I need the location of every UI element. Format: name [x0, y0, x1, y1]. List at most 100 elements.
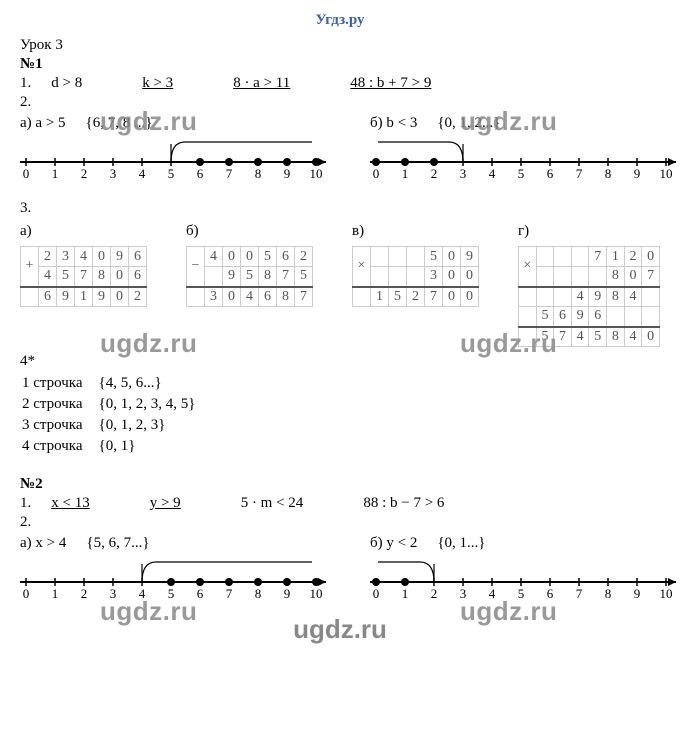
arith-cell: [571, 267, 589, 287]
arith-cell: 9: [223, 267, 241, 287]
arith-cell: 0: [93, 247, 111, 267]
tick-label: 5: [518, 586, 525, 602]
arith-cell: 7: [425, 287, 443, 307]
arith-cell: 0: [241, 247, 259, 267]
ex2-l2-right: б) y < 2 {0, 1...} 012345678910: [370, 535, 680, 602]
arith-cell: 5: [389, 287, 407, 307]
arith-cell: 4: [75, 247, 93, 267]
ex1-l3-num: 3.: [20, 200, 660, 217]
tick-label: 4: [139, 586, 146, 602]
arith-cell: 6: [277, 247, 295, 267]
ex1-l2-b-label: б) b < 3: [370, 115, 417, 132]
tick-label: 10: [660, 166, 673, 182]
arith-table: ×509300152700: [352, 246, 479, 307]
arith-cell: [624, 307, 642, 327]
arith-cell: [519, 307, 537, 327]
tick-label: 9: [284, 586, 291, 602]
arith-cell: [389, 267, 407, 287]
arith-cell: 9: [589, 287, 607, 307]
ex2-l2-b-set: {0, 1...}: [437, 535, 485, 552]
arith-cell: [536, 247, 554, 267]
arith-cell: 2: [407, 287, 425, 307]
tick-label: 2: [81, 166, 88, 182]
l4-r4-l: 4 строчка: [22, 437, 97, 456]
arith-cell: [407, 267, 425, 287]
ex2-l2-b-label: б) y < 2: [370, 535, 417, 552]
arith-cell: [536, 287, 554, 307]
arith-cell: 6: [259, 287, 277, 307]
l4-r4-s: {0, 1}: [99, 437, 210, 456]
arith-cell: 5: [425, 247, 443, 267]
tick-label: 7: [576, 166, 583, 182]
arith-cell: 5: [536, 327, 554, 347]
arith-cell: 8: [607, 327, 625, 347]
lesson-title: Урок 3: [20, 37, 660, 54]
arith-cell: [389, 247, 407, 267]
arith-table: −40056295875304687: [186, 246, 313, 307]
tick-label: 1: [52, 166, 59, 182]
arith-cell: 9: [57, 287, 75, 307]
arith-cell: [642, 307, 660, 327]
arith-cell: 0: [642, 247, 660, 267]
l4-r2-s: {0, 1, 2, 3, 4, 5}: [99, 395, 210, 414]
arith-cell: 3: [425, 267, 443, 287]
arith-cell: 4: [205, 247, 223, 267]
ex1-l2-a-set: {6, 7, 8 ...}: [86, 115, 153, 132]
tick-label: 4: [489, 586, 496, 602]
number-line-ex2-b: 012345678910: [370, 556, 680, 602]
tick-label: 10: [660, 586, 673, 602]
arith-cell: [407, 247, 425, 267]
ex1-l4: 4* 1 строчка{4, 5, 6...} 2 строчка{0, 1,…: [20, 353, 660, 458]
ex1-l2-b-set: {0, 1, 2...}: [437, 115, 500, 132]
ex1-l4-table: 1 строчка{4, 5, 6...} 2 строчка{0, 1, 2,…: [20, 372, 211, 458]
tick-label: 9: [284, 166, 291, 182]
ex1-l2-right: б) b < 3 {0, 1, 2...} 012345678910: [370, 115, 680, 182]
arith-subtraction: −40056295875304687: [186, 246, 328, 307]
arith-addition: +234096457806691902: [20, 246, 162, 307]
tick-label: 9: [634, 166, 641, 182]
arith-cell: 0: [111, 267, 129, 287]
arith-cell: [187, 287, 205, 307]
arith-cell: [554, 247, 572, 267]
arith-cell: 0: [461, 267, 479, 287]
arith-cell: 8: [277, 287, 295, 307]
table-row: 3 строчка{0, 1, 2, 3}: [22, 416, 209, 435]
tick-label: 0: [23, 586, 30, 602]
l4-r2-l: 2 строчка: [22, 395, 97, 414]
arith-cell: 8: [607, 267, 625, 287]
arith-cell: 0: [443, 247, 461, 267]
ex1-l3-labels: а) б) в) г): [20, 223, 660, 244]
arith-cell: 5: [57, 267, 75, 287]
arith-cell: [21, 287, 39, 307]
arith-cell: 4: [241, 287, 259, 307]
tick-label: 0: [373, 166, 380, 182]
tick-label: 9: [634, 586, 641, 602]
arith-cell: 7: [589, 247, 607, 267]
arith-sign: ×: [353, 247, 371, 287]
tick-label: 2: [81, 586, 88, 602]
arith-cell: 9: [111, 247, 129, 267]
tick-label: 3: [110, 166, 117, 182]
arith-cell: 0: [223, 247, 241, 267]
tick-label: 0: [373, 586, 380, 602]
ex1-l2-num: 2.: [20, 94, 660, 111]
arith-cell: [536, 267, 554, 287]
ex2-l1-b: y > 9: [150, 495, 181, 512]
tick-label: 6: [197, 166, 204, 182]
ex2-l2-left: а) x > 4 {5, 6, 7...} 012345678910: [20, 535, 330, 602]
arith-cell: 8: [93, 267, 111, 287]
arith-cell: 9: [571, 307, 589, 327]
arith-cell: [371, 267, 389, 287]
arith-table: +234096457806691902: [20, 246, 147, 307]
arith-cell: 2: [39, 247, 57, 267]
arith-mult-2: ×7120807498456965745840: [518, 246, 660, 347]
tick-label: 6: [547, 166, 554, 182]
ex1-l1-a: d > 8: [51, 75, 82, 92]
ex1-l3-la: а): [20, 223, 162, 240]
footer-watermark: ugdz.ru: [20, 614, 660, 645]
arith-cell: [571, 247, 589, 267]
arith-cell: 7: [75, 267, 93, 287]
arith-cell: 0: [223, 287, 241, 307]
tick-label: 2: [431, 586, 438, 602]
arith-cell: [519, 327, 537, 347]
